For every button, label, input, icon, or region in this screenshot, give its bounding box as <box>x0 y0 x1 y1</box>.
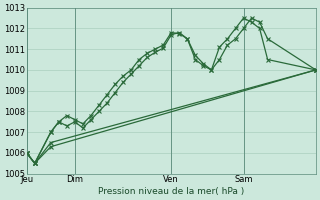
X-axis label: Pression niveau de la mer( hPa ): Pression niveau de la mer( hPa ) <box>98 187 244 196</box>
